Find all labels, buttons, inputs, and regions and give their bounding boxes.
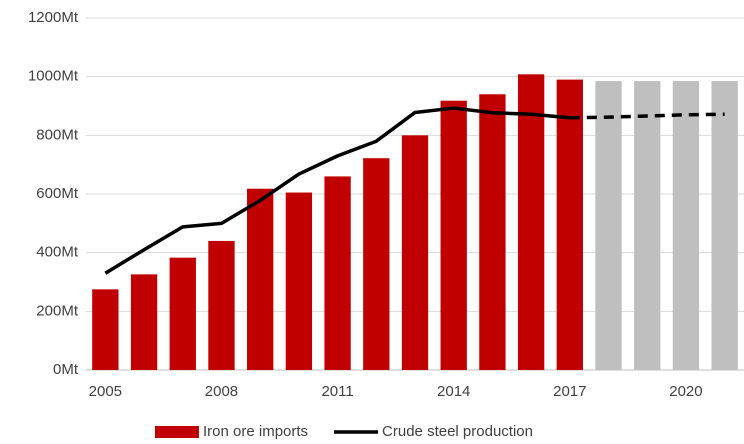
bar bbox=[247, 188, 274, 370]
bar bbox=[324, 176, 351, 370]
bar bbox=[517, 74, 545, 370]
y-tick-label: 1200Mt bbox=[28, 9, 79, 26]
bar bbox=[479, 94, 506, 371]
y-tick-label: 200Mt bbox=[36, 302, 79, 319]
bar bbox=[672, 81, 700, 371]
bar bbox=[634, 81, 661, 371]
y-tick-label: 400Mt bbox=[36, 244, 79, 261]
bar bbox=[285, 192, 313, 370]
bar bbox=[169, 257, 196, 370]
bar bbox=[130, 274, 158, 370]
bar bbox=[556, 79, 583, 370]
x-tick-label: 2005 bbox=[89, 383, 122, 400]
line bbox=[104, 106, 570, 275]
y-tick-label: 600Mt bbox=[36, 185, 79, 202]
x-tick-label: 2020 bbox=[669, 383, 702, 400]
bar bbox=[363, 158, 390, 370]
bar bbox=[208, 240, 235, 370]
legend-label: Iron ore imports bbox=[203, 423, 308, 440]
x-tick-label: 2017 bbox=[553, 383, 586, 400]
line bbox=[569, 112, 725, 120]
legend-label: Crude steel production bbox=[382, 423, 533, 440]
legend-swatch bbox=[155, 426, 199, 438]
bar bbox=[440, 100, 467, 370]
x-tick-label: 2011 bbox=[321, 383, 353, 400]
y-tick-label: 0Mt bbox=[53, 361, 79, 378]
bar bbox=[711, 81, 738, 371]
x-tick-label: 2014 bbox=[437, 383, 470, 400]
x-tick-label: 2008 bbox=[205, 383, 238, 400]
bar bbox=[92, 289, 119, 370]
bar bbox=[595, 81, 622, 371]
y-tick-label: 1000Mt bbox=[28, 68, 79, 85]
bar bbox=[401, 135, 429, 370]
y-tick-label: 800Mt bbox=[36, 126, 79, 143]
